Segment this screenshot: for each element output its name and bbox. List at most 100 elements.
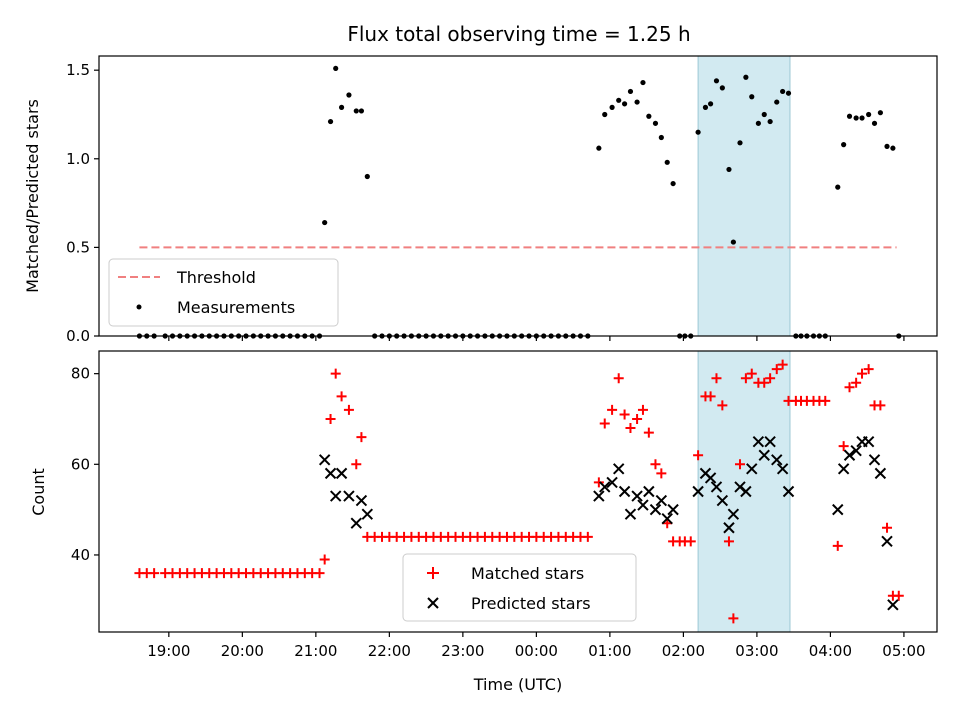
matched-star-point [734, 459, 745, 470]
measurement-point [866, 111, 872, 118]
bottom-xtick-label: 19:00 [147, 642, 190, 660]
measurement-point [621, 101, 628, 107]
predicted-star-point [776, 463, 789, 475]
measurement-point [755, 120, 761, 126]
predicted-star-point [843, 449, 856, 461]
matched-star-point [746, 368, 757, 379]
legend-measurements-label: Measurements [177, 298, 295, 317]
measurement-point [846, 113, 853, 119]
measurement-point [707, 101, 714, 107]
measurement-point [890, 145, 896, 151]
predicted-star-point [758, 449, 770, 461]
bottom-y-axis-label: Count [29, 468, 48, 516]
predicted-star-point [655, 494, 668, 507]
predicted-star-point [727, 508, 740, 520]
predicted-star-point [868, 454, 881, 466]
matched-star-point [650, 459, 661, 470]
legend-matched-label: Matched stars [471, 564, 584, 583]
measurement-point [358, 108, 365, 114]
matched-star-point [613, 373, 624, 384]
legend-predicted-label: Predicted stars [471, 594, 591, 613]
matched-star-point [656, 468, 667, 479]
matched-star-point [838, 441, 849, 452]
measurement-point [609, 104, 615, 110]
measurement-point [634, 99, 640, 105]
bottom-plot-frame [98, 350, 938, 633]
measurement-point [596, 145, 602, 151]
predicted-star-point [752, 435, 765, 448]
matched-star-point [765, 373, 776, 384]
predicted-star-point [850, 445, 862, 457]
predicted-star-point [361, 508, 374, 520]
measurement-point [353, 108, 359, 114]
matched-star-point [582, 531, 593, 542]
top-legend: Threshold Measurements [108, 258, 339, 327]
legend-measurements-swatch [136, 304, 142, 310]
matched-star-point [820, 395, 831, 406]
bottom-panel: 40 60 80 19:00 20:00 21:00 22:00 23:00 00:00 01:… [29, 350, 938, 694]
predicted-star-point [643, 485, 655, 498]
matched-star-point [728, 613, 739, 624]
predicted-star-point [350, 517, 362, 529]
measurement-point [877, 110, 883, 116]
measurement-point [333, 65, 339, 72]
predicted-star-point [324, 467, 337, 480]
measurement-point [761, 111, 767, 118]
matched-star-point [599, 418, 610, 429]
matched-star-point [771, 364, 782, 375]
measurement-point [322, 219, 328, 226]
matched-star-point [693, 450, 704, 461]
matched-star-point [330, 368, 341, 379]
predicted-star-point [661, 512, 673, 525]
bottom-ytick-label: 80 [71, 365, 90, 383]
matched-star-point [882, 522, 893, 533]
matched-star-point [632, 413, 643, 424]
bottom-xtick-label: 23:00 [441, 642, 484, 660]
matched-star-point [607, 404, 618, 415]
measurement-point [646, 113, 652, 119]
bottom-ytick-label: 60 [71, 455, 90, 473]
matched-star-point [149, 568, 160, 579]
bottom-legend: Matched stars Predicted stars [402, 553, 637, 622]
predicted-star-point [746, 463, 758, 475]
matched-star-point [723, 536, 734, 547]
matched-star-point [351, 459, 362, 470]
matched-star-point [637, 404, 648, 415]
top-x-ticks [168, 336, 905, 341]
measurement-point [640, 79, 646, 86]
matched-star-point [759, 377, 770, 388]
matched-star-point [777, 359, 788, 370]
matched-star-point [832, 540, 843, 551]
legend-matched-swatch [427, 567, 439, 579]
measurement-point [774, 99, 780, 105]
measurement-point [749, 94, 755, 100]
measurement-point [670, 180, 676, 187]
top-y-axis-label: Matched/Predicted stars [23, 99, 42, 293]
matched-star-point [893, 590, 904, 601]
predicted-star-point [832, 503, 844, 516]
measurement-point [616, 97, 622, 103]
measurement-point [884, 143, 890, 149]
measurement-point [859, 115, 865, 121]
predicted-star-point [874, 467, 887, 480]
predicted-star-point [606, 476, 618, 489]
matched-star-point [705, 391, 716, 402]
predicted-star-point [599, 481, 611, 493]
legend-threshold-label: Threshold [176, 268, 256, 287]
predicted-star-point [318, 454, 331, 466]
top-y-ticks: 0.0 0.5 1.0 1.5 [66, 61, 99, 345]
measurement-point [767, 118, 773, 125]
top-ytick-label: 1.5 [66, 61, 90, 79]
matched-star-point [625, 423, 636, 434]
matched-star-point [619, 409, 630, 420]
measurement-point [713, 78, 720, 84]
predicted-star-point [723, 522, 735, 534]
predicted-star-point [862, 435, 875, 448]
predicted-star-point [704, 472, 717, 484]
bottom-xtick-label: 22:00 [368, 642, 411, 660]
matched-star-point [356, 432, 367, 443]
predicted-star-point [631, 490, 643, 502]
measurement-point [664, 159, 670, 165]
measurement-point [841, 142, 847, 148]
predicted-star-point [710, 481, 723, 493]
